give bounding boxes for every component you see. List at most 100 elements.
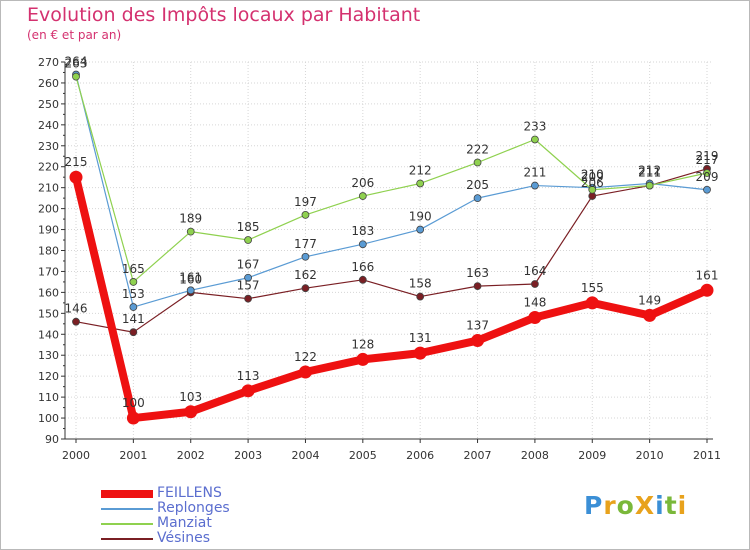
data-point-replonges — [301, 252, 310, 261]
data-label-feillens: 103 — [179, 390, 202, 404]
proxiti-logo: ProXiti — [584, 491, 687, 520]
data-point-vesines — [244, 294, 252, 303]
data-label-replonges: 264 — [65, 55, 88, 69]
y-tick-label: 150 — [38, 307, 59, 320]
y-tick-label: 130 — [38, 349, 59, 362]
logo-letter: P — [584, 491, 604, 520]
legend-label-vesines: Vésines — [157, 530, 211, 546]
legend-swatch-replonges — [101, 508, 153, 510]
data-point-vesines — [72, 317, 80, 326]
data-label-replonges: 190 — [409, 210, 432, 224]
y-tick-label: 210 — [38, 182, 59, 195]
data-label-feillens: 128 — [351, 337, 374, 351]
data-label-vesines: 162 — [294, 268, 317, 282]
data-label-vesines: 163 — [466, 266, 489, 280]
chart-title: Evolution des Impôts locaux par Habitant — [27, 4, 421, 26]
data-label-vesines: 219 — [696, 149, 719, 163]
y-tick-label: 180 — [38, 245, 59, 258]
y-tick-label: 230 — [38, 140, 59, 153]
logo-letter: i — [655, 491, 665, 520]
data-label-manziat: 197 — [294, 195, 317, 209]
legend-label-replonges: Replonges — [157, 500, 230, 516]
data-label-replonges: 212 — [638, 163, 661, 177]
data-label-feillens: 161 — [696, 268, 719, 282]
data-point-replonges — [531, 181, 539, 190]
data-point-manziat — [473, 158, 482, 167]
data-label-manziat: 233 — [523, 119, 546, 133]
data-label-vesines: 146 — [65, 302, 88, 316]
data-point-manziat — [72, 72, 80, 81]
data-point-feillens — [184, 405, 198, 419]
x-tick-label: 2010 — [636, 449, 664, 462]
y-tick-label: 170 — [38, 265, 59, 278]
y-tick-label: 240 — [38, 119, 59, 132]
data-label-feillens: 113 — [237, 369, 260, 383]
data-point-feillens — [241, 384, 255, 398]
data-label-feillens: 137 — [466, 319, 489, 333]
data-point-manziat — [416, 179, 425, 188]
data-label-manziat: 189 — [179, 212, 202, 226]
data-point-manziat — [588, 185, 597, 194]
data-label-feillens: 149 — [638, 293, 661, 307]
data-label-replonges: 177 — [294, 237, 317, 251]
data-point-replonges — [473, 194, 482, 203]
data-point-replonges — [244, 273, 252, 282]
data-label-replonges: 161 — [179, 270, 202, 284]
x-tick-label: 2009 — [578, 449, 606, 462]
data-label-manziat: 222 — [466, 143, 489, 157]
data-label-vesines: 164 — [523, 264, 546, 278]
data-label-replonges: 153 — [122, 287, 145, 301]
y-tick-label: 250 — [38, 98, 59, 111]
data-label-feillens: 122 — [294, 350, 317, 364]
data-label-manziat: 206 — [351, 176, 374, 190]
y-tick-label: 120 — [38, 370, 59, 383]
data-label-manziat: 263 — [65, 57, 88, 71]
data-label-replonges: 167 — [237, 258, 260, 272]
data-point-feillens — [700, 283, 714, 297]
data-point-manziat — [244, 236, 252, 244]
data-point-feillens — [585, 296, 599, 310]
data-point-feillens — [126, 411, 140, 425]
data-label-feillens: 155 — [581, 281, 604, 295]
data-label-vesines: 211 — [638, 166, 661, 180]
series-line-replonges — [75, 73, 708, 308]
data-point-vesines — [358, 275, 367, 284]
x-tick-label: 2005 — [349, 449, 377, 462]
y-tick-label: 270 — [38, 56, 59, 69]
logo-letter: t — [664, 491, 678, 520]
label-layer: 146 141 160 157 162 166 158 163 164 206 211 219 264 1… — [65, 55, 719, 410]
y-tick-label: 200 — [38, 203, 59, 216]
data-point-feillens — [298, 365, 312, 379]
legend-swatch-vesines — [101, 538, 153, 540]
data-point-vesines — [531, 280, 539, 288]
legend-swatch-feillens — [101, 490, 153, 498]
data-label-manziat: 211 — [638, 166, 661, 180]
data-label-feillens: 215 — [65, 155, 88, 169]
data-point-vesines — [301, 284, 310, 293]
data-label-vesines: 166 — [351, 260, 374, 274]
data-point-replonges — [358, 240, 367, 249]
y-tick-label: 190 — [38, 224, 59, 237]
series-line-feillens — [72, 173, 711, 423]
x-tick-label: 2006 — [406, 449, 434, 462]
x-tick-label: 2000 — [62, 449, 90, 462]
x-tick-label: 2008 — [521, 449, 549, 462]
data-point-manziat — [531, 135, 539, 144]
data-label-vesines: 160 — [179, 272, 202, 286]
data-label-replonges: 210 — [581, 168, 604, 182]
logo-letter: i — [677, 491, 688, 520]
data-point-feillens — [69, 170, 83, 184]
data-label-manziat: 217 — [696, 153, 719, 167]
x-tick-label: 2011 — [693, 449, 721, 462]
x-tick-label: 2004 — [291, 449, 319, 462]
legend-label-manziat: Manziat — [157, 515, 212, 531]
data-point-replonges — [129, 303, 138, 311]
data-point-manziat — [129, 278, 138, 286]
data-point-manziat — [358, 192, 367, 200]
x-tick-label: 2007 — [464, 449, 492, 462]
logo-letter: X — [634, 491, 656, 520]
grid-layer — [65, 61, 713, 440]
data-point-replonges — [703, 185, 711, 194]
x-tick-label: 2001 — [119, 449, 147, 462]
